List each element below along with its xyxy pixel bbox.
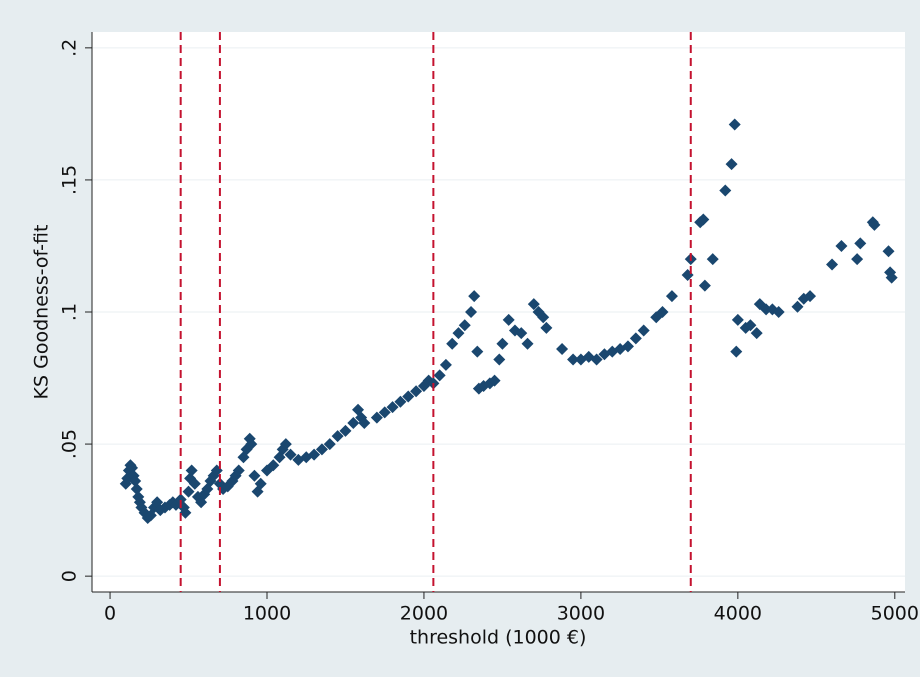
point — [315, 443, 328, 456]
point — [188, 477, 201, 490]
point — [179, 506, 192, 519]
point — [791, 300, 804, 313]
point — [567, 353, 580, 366]
y-tick-label: .05 — [59, 429, 81, 459]
point — [502, 313, 515, 326]
point — [728, 118, 741, 131]
point — [731, 313, 744, 326]
point — [590, 353, 603, 366]
point — [458, 319, 471, 332]
y-axis-label: KS Goodness-of-fit — [31, 225, 53, 400]
point — [323, 438, 336, 451]
point — [370, 411, 383, 424]
point — [284, 448, 297, 461]
point — [750, 327, 763, 340]
point — [854, 237, 867, 250]
point — [468, 290, 481, 303]
point — [279, 438, 292, 451]
point — [245, 438, 258, 451]
point — [868, 218, 881, 231]
point — [185, 464, 198, 477]
point — [129, 475, 142, 488]
point — [452, 327, 465, 340]
point — [804, 290, 817, 303]
point — [339, 424, 352, 437]
point — [465, 306, 478, 318]
point — [378, 406, 391, 419]
x-tick-label: 1000 — [243, 603, 291, 625]
x-tick-label: 5000 — [871, 603, 919, 625]
point — [851, 253, 864, 266]
point — [410, 385, 423, 398]
point — [772, 306, 785, 318]
point — [493, 353, 506, 366]
point — [665, 290, 678, 303]
point — [637, 324, 650, 337]
x-tick-label: 0 — [104, 603, 116, 625]
point — [621, 340, 634, 353]
point — [537, 311, 550, 324]
point — [433, 369, 446, 382]
point — [358, 416, 371, 429]
point — [760, 303, 773, 316]
x-tick-label: 3000 — [557, 603, 605, 625]
point — [267, 459, 280, 472]
y-tick-label: .1 — [59, 303, 81, 321]
y-tick-label: .15 — [59, 165, 81, 195]
point — [182, 485, 195, 498]
point — [556, 342, 569, 355]
x-tick-label: 4000 — [714, 603, 762, 625]
point — [496, 337, 509, 350]
point — [232, 464, 245, 477]
point — [719, 184, 732, 197]
point — [446, 337, 459, 350]
point — [439, 358, 452, 371]
x-tick-label: 2000 — [400, 603, 448, 625]
point — [308, 448, 321, 461]
x-axis-label: threshold (1000 €) — [410, 627, 587, 649]
point — [730, 345, 743, 358]
point — [394, 395, 407, 408]
point — [697, 213, 710, 226]
point — [527, 298, 540, 311]
point — [347, 416, 360, 429]
y-tick-label: .2 — [59, 39, 81, 57]
point — [698, 279, 711, 292]
point — [725, 158, 738, 171]
point — [540, 321, 553, 334]
point — [885, 271, 898, 284]
point — [826, 258, 839, 271]
point — [629, 332, 642, 345]
point — [254, 477, 267, 490]
point — [706, 253, 719, 266]
point — [521, 337, 534, 350]
point — [386, 401, 399, 414]
point — [882, 245, 895, 258]
point — [656, 306, 669, 318]
point — [402, 390, 415, 403]
point — [126, 461, 139, 474]
point — [488, 374, 501, 387]
point — [744, 319, 757, 332]
point — [471, 345, 484, 358]
point — [331, 430, 344, 443]
point — [515, 327, 528, 340]
point — [835, 239, 848, 252]
y-tick-label: 0 — [59, 570, 81, 582]
point — [248, 469, 261, 482]
point — [130, 482, 143, 495]
